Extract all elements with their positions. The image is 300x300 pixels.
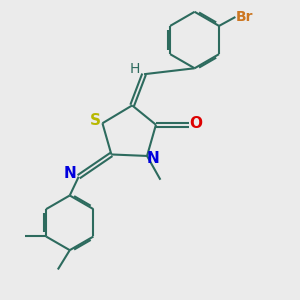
- Text: N: N: [147, 151, 159, 166]
- Text: Br: Br: [236, 10, 253, 24]
- Text: O: O: [190, 116, 202, 131]
- Text: S: S: [89, 113, 100, 128]
- Text: N: N: [64, 166, 77, 181]
- Text: H: H: [129, 62, 140, 76]
